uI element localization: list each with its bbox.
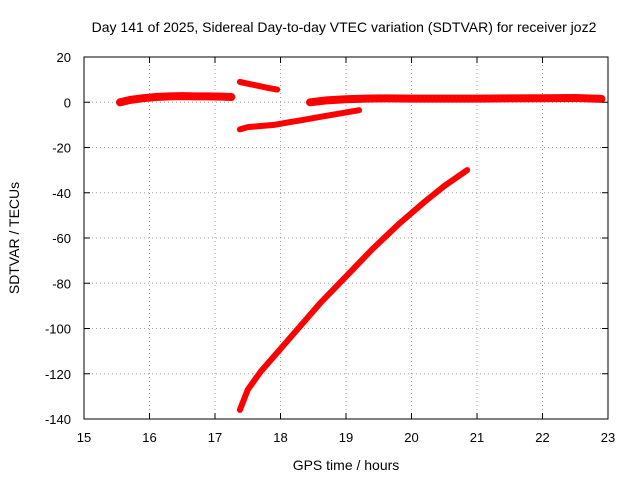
data-series-4 [306,94,606,107]
x-tick-label: 16 [142,430,156,445]
y-tick-label: -20 [52,141,71,156]
data-series-2 [236,78,281,93]
series-layer [116,78,606,413]
data-series-1 [116,92,236,107]
y-tick-label: -140 [45,412,71,427]
x-tick-label: 15 [77,430,91,445]
y-tick-label: -80 [52,276,71,291]
x-tick-label: 20 [404,430,418,445]
y-axis-label: SDTVAR / TECUs [6,182,22,294]
grid-layer [84,57,608,419]
x-tick-label: 22 [535,430,549,445]
chart-title: Day 141 of 2025, Sidereal Day-to-day VTE… [92,19,597,35]
x-tick-label: 21 [470,430,484,445]
x-tick-label: 18 [273,430,287,445]
ticks-layer: 15 16 17 18 19 20 21 22 23 20 0 -20 -40 -60 -80 -100 -12… [45,50,615,445]
data-series-3 [236,107,363,133]
x-axis-label: GPS time / hours [293,457,400,473]
y-tick-label: 20 [57,50,71,65]
x-tick-label: 17 [208,430,222,445]
y-tick-label: -100 [45,322,71,337]
x-tick-label: 19 [339,430,353,445]
y-tick-label: -40 [52,186,71,201]
x-tick-label: 23 [601,430,615,445]
y-tick-label: -60 [52,231,71,246]
y-tick-label: -120 [45,367,71,382]
data-series-5 [236,167,471,413]
y-tick-label: 0 [64,95,71,110]
